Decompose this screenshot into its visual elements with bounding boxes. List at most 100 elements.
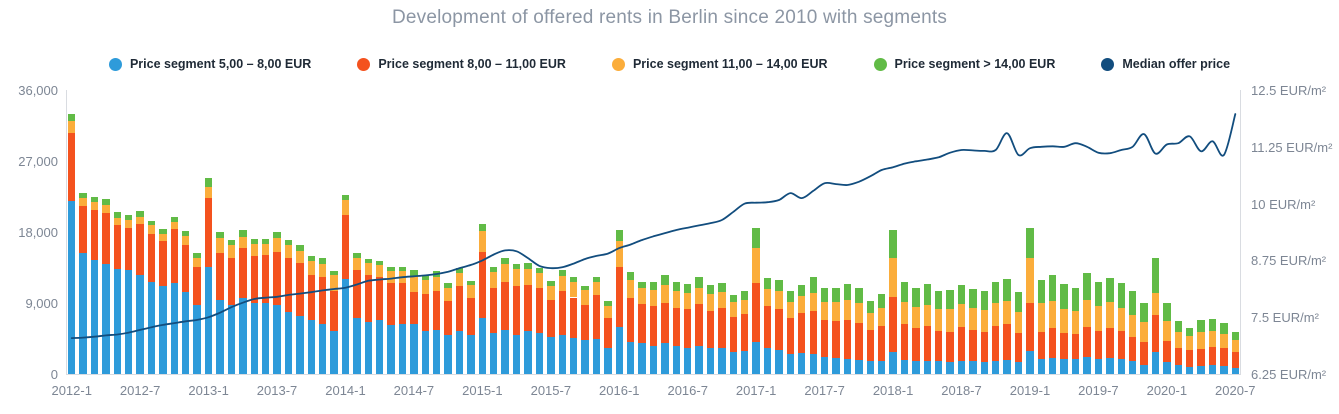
bar-2020-4[interactable] bbox=[1197, 90, 1205, 374]
bar-2018-4[interactable] bbox=[923, 90, 931, 374]
bar-2017-11[interactable] bbox=[866, 90, 874, 374]
bar-2014-7[interactable] bbox=[410, 90, 418, 374]
bar-2014-10[interactable] bbox=[444, 90, 452, 374]
bar-2019-11[interactable] bbox=[1140, 90, 1148, 374]
bar-2017-7[interactable] bbox=[820, 90, 829, 374]
bar-2016-12[interactable] bbox=[741, 90, 749, 374]
bar-2017-1[interactable] bbox=[752, 90, 760, 374]
bar-2013-6[interactable] bbox=[261, 90, 270, 374]
bar-2016-8[interactable] bbox=[695, 90, 703, 374]
bar-2017-8[interactable] bbox=[832, 90, 840, 374]
bar-2018-1[interactable] bbox=[889, 90, 897, 374]
bar-2015-11[interactable] bbox=[592, 90, 601, 374]
bar-2012-3[interactable] bbox=[90, 90, 99, 374]
bar-2015-4[interactable] bbox=[512, 90, 521, 374]
bar-2015-10[interactable] bbox=[581, 90, 589, 374]
bar-2018-7[interactable] bbox=[957, 90, 966, 374]
legend-item-segment-over-14[interactable]: Price segment > 14,00 EUR bbox=[873, 57, 1055, 71]
bar-2018-5[interactable] bbox=[934, 90, 943, 374]
bar-2019-9[interactable] bbox=[1117, 90, 1125, 374]
bar-2013-4[interactable] bbox=[239, 90, 247, 374]
legend-item-segment-5-8[interactable]: Price segment 5,00 – 8,00 EUR bbox=[108, 57, 311, 71]
bar-2015-8[interactable] bbox=[558, 90, 566, 374]
bar-2016-11[interactable] bbox=[729, 90, 738, 374]
bar-2017-2[interactable] bbox=[763, 90, 772, 374]
bar-2015-1[interactable] bbox=[478, 90, 487, 374]
bar-2017-6[interactable] bbox=[809, 90, 817, 374]
bar-2018-9[interactable] bbox=[980, 90, 989, 374]
bar-2013-9[interactable] bbox=[296, 90, 304, 374]
bar-2014-11[interactable] bbox=[455, 90, 464, 374]
bar-2020-1[interactable] bbox=[1163, 90, 1171, 374]
bar-2019-12[interactable] bbox=[1151, 90, 1160, 374]
bar-2013-5[interactable] bbox=[250, 90, 258, 374]
bar-2020-2[interactable] bbox=[1174, 90, 1182, 374]
bar-2017-4[interactable] bbox=[786, 90, 795, 374]
bar-2012-9[interactable] bbox=[159, 90, 167, 374]
bar-2016-3[interactable] bbox=[638, 90, 646, 374]
bar-2016-7[interactable] bbox=[684, 90, 692, 374]
bar-2017-10[interactable] bbox=[855, 90, 863, 374]
bar-2012-5[interactable] bbox=[113, 90, 122, 374]
bar-2013-12[interactable] bbox=[330, 90, 338, 374]
bar-2016-9[interactable] bbox=[706, 90, 715, 374]
bar-2016-5[interactable] bbox=[661, 90, 669, 374]
bar-2013-2[interactable] bbox=[216, 90, 224, 374]
bar-2013-3[interactable] bbox=[227, 90, 236, 374]
bar-2019-10[interactable] bbox=[1128, 90, 1137, 374]
legend-item-segment-8-11[interactable]: Price segment 8,00 – 11,00 EUR bbox=[357, 57, 566, 71]
bar-2018-8[interactable] bbox=[969, 90, 977, 374]
bar-2019-7[interactable] bbox=[1094, 90, 1103, 374]
bar-2013-1[interactable] bbox=[204, 90, 213, 374]
bar-2020-3[interactable] bbox=[1185, 90, 1194, 374]
bar-2018-3[interactable] bbox=[912, 90, 920, 374]
bar-2014-8[interactable] bbox=[421, 90, 430, 374]
bar-2016-10[interactable] bbox=[718, 90, 726, 374]
bar-2019-3[interactable] bbox=[1049, 90, 1057, 374]
bar-2013-7[interactable] bbox=[273, 90, 281, 374]
bar-2018-10[interactable] bbox=[992, 90, 1000, 374]
bar-2019-6[interactable] bbox=[1083, 90, 1091, 374]
legend-item-median-price[interactable]: Median offer price bbox=[1101, 57, 1230, 71]
bar-2019-2[interactable] bbox=[1037, 90, 1046, 374]
bar-2014-5[interactable] bbox=[387, 90, 395, 374]
bar-2015-9[interactable] bbox=[569, 90, 578, 374]
bar-2018-6[interactable] bbox=[946, 90, 954, 374]
bar-2018-2[interactable] bbox=[900, 90, 909, 374]
bar-2019-5[interactable] bbox=[1071, 90, 1080, 374]
bar-2015-3[interactable] bbox=[501, 90, 509, 374]
bar-2020-6[interactable] bbox=[1220, 90, 1228, 374]
bar-2017-5[interactable] bbox=[798, 90, 806, 374]
bar-2015-7[interactable] bbox=[547, 90, 555, 374]
bar-2012-6[interactable] bbox=[125, 90, 133, 374]
bar-2015-6[interactable] bbox=[535, 90, 544, 374]
bar-2018-12[interactable] bbox=[1014, 90, 1023, 374]
legend-item-segment-11-14[interactable]: Price segment 11,00 – 14,00 EUR bbox=[611, 57, 828, 71]
bar-2019-1[interactable] bbox=[1026, 90, 1034, 374]
bar-2017-12[interactable] bbox=[877, 90, 886, 374]
bar-2012-7[interactable] bbox=[136, 90, 144, 374]
bar-2015-5[interactable] bbox=[524, 90, 532, 374]
bar-2012-1[interactable] bbox=[68, 90, 76, 374]
bar-2020-5[interactable] bbox=[1208, 90, 1217, 374]
bar-2017-3[interactable] bbox=[775, 90, 783, 374]
bar-2014-1[interactable] bbox=[341, 90, 350, 374]
bar-2012-4[interactable] bbox=[102, 90, 110, 374]
bar-2013-8[interactable] bbox=[284, 90, 293, 374]
bar-2012-10[interactable] bbox=[170, 90, 179, 374]
bar-2014-3[interactable] bbox=[364, 90, 372, 374]
bar-2016-4[interactable] bbox=[649, 90, 658, 374]
bar-2019-8[interactable] bbox=[1106, 90, 1114, 374]
bar-2015-12[interactable] bbox=[604, 90, 612, 374]
bar-2017-9[interactable] bbox=[843, 90, 852, 374]
bar-2019-4[interactable] bbox=[1060, 90, 1068, 374]
bar-2013-10[interactable] bbox=[307, 90, 315, 374]
bar-2016-2[interactable] bbox=[626, 90, 635, 374]
bar-2014-2[interactable] bbox=[353, 90, 361, 374]
bar-2013-11[interactable] bbox=[318, 90, 327, 374]
bar-2015-2[interactable] bbox=[490, 90, 498, 374]
bar-2016-1[interactable] bbox=[615, 90, 623, 374]
bar-2014-12[interactable] bbox=[467, 90, 475, 374]
bar-2016-6[interactable] bbox=[672, 90, 680, 374]
bar-2020-7[interactable] bbox=[1231, 90, 1239, 374]
